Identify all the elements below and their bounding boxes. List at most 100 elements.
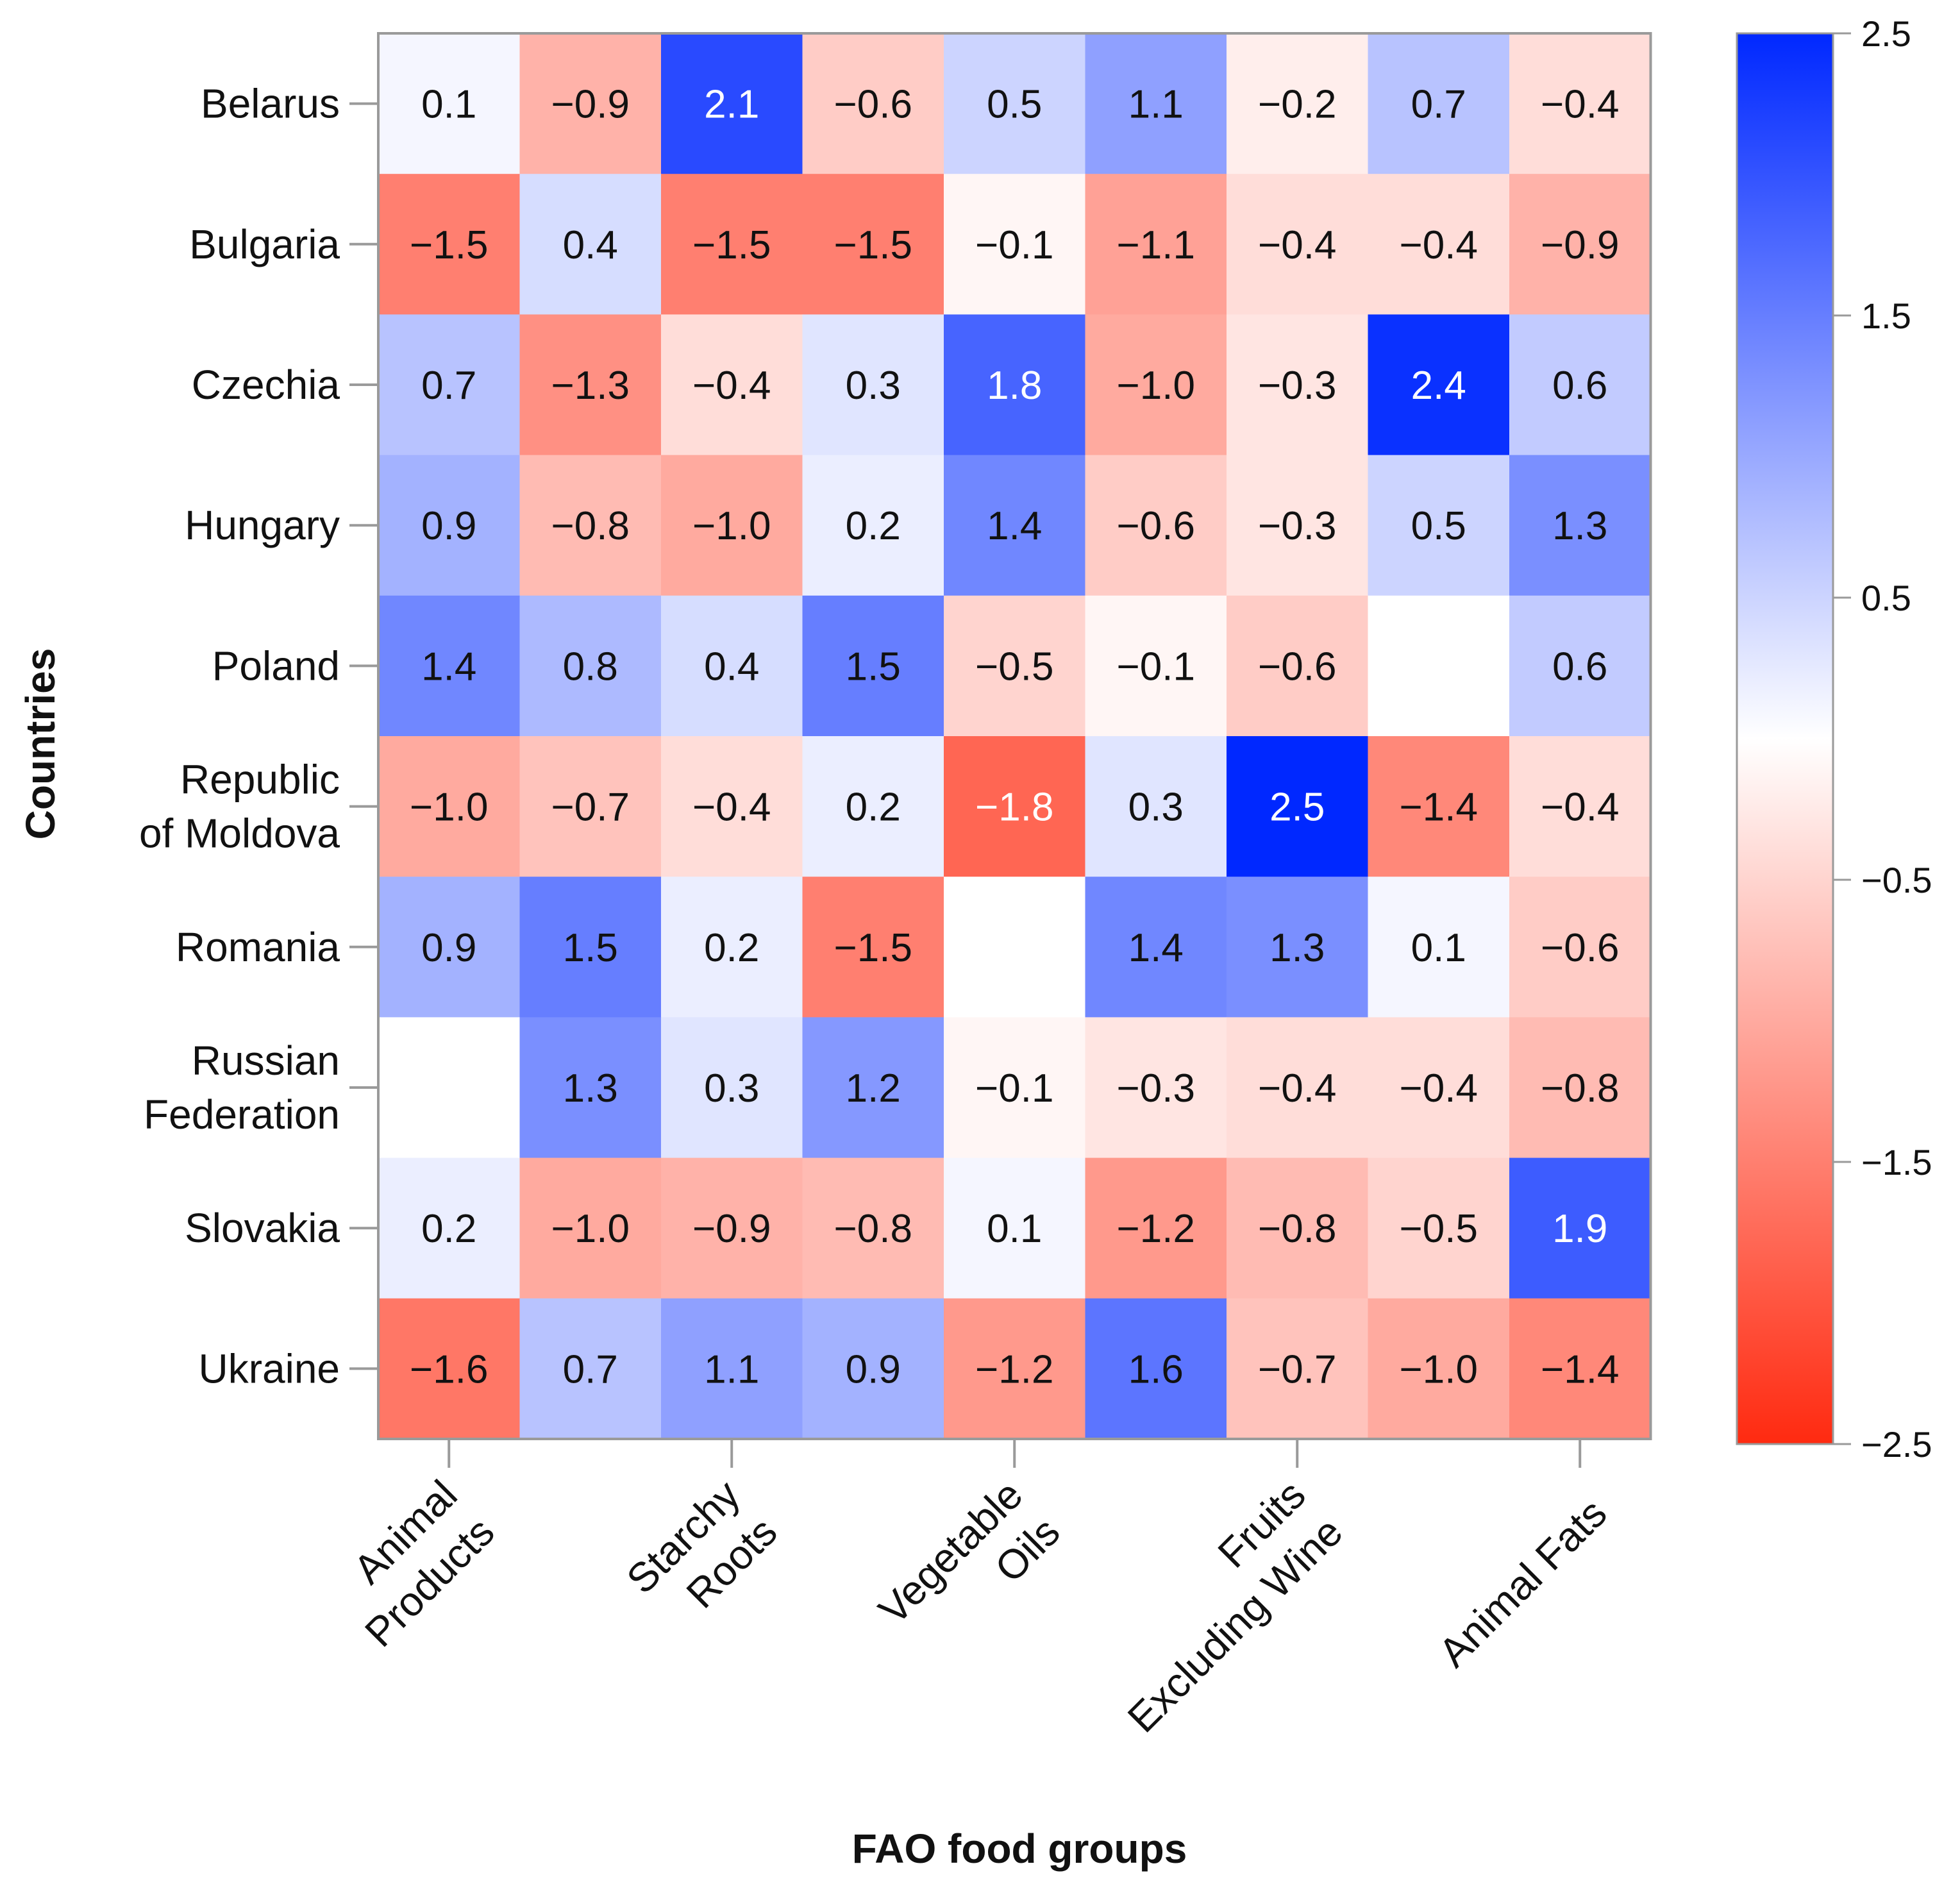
heatmap-cell-r2-c5 (1085, 314, 1227, 456)
cell-value-r8-c3: −0.8 (834, 1207, 912, 1251)
cell-value-r2-c5: −1.0 (1117, 364, 1195, 408)
heatmap-cell-r0-c6 (1227, 33, 1369, 174)
heatmap-cell-r8-c4 (944, 1157, 1086, 1299)
cell-value-r7-c4: −0.1 (975, 1066, 1053, 1111)
cell-value-r7-c5: −0.3 (1117, 1066, 1195, 1111)
heatmap-cell-r7-c3 (802, 1017, 944, 1159)
heatmap-cell-r3-c3 (802, 455, 944, 596)
heatmap-cell-r1-c0 (378, 174, 521, 315)
cell-value-r8-c7: −0.5 (1400, 1207, 1478, 1251)
cell-value-r1-c7: −0.4 (1400, 223, 1478, 267)
heatmap-cell-r5-c6 (1227, 736, 1369, 877)
heatmap-cell-r6-c2 (661, 877, 803, 1018)
cell-value-r8-c8: 1.9 (1552, 1207, 1607, 1251)
heatmap-cell-r4-c6 (1227, 595, 1369, 737)
cell-value-r9-c7: −1.0 (1400, 1347, 1478, 1391)
heatmap-cell-r5-c0 (378, 736, 521, 877)
colorbar-tick-label-4: −1.5 (1861, 1142, 1932, 1182)
heatmap-cell-r2-c6 (1227, 314, 1369, 456)
heatmap-cell-r8-c6 (1227, 1157, 1369, 1299)
heatmap-cell-r2-c4 (944, 314, 1086, 456)
heatmap-cell-r6-c7 (1368, 877, 1510, 1018)
colorbar-ticks: 2.5 1.5 0.5 −0.5 −1.5 −2.5 (1833, 13, 1932, 1465)
heatmap-cell-r4-c7 (1368, 595, 1510, 737)
heatmap-cell-r1-c2 (661, 174, 803, 315)
heatmap-cells (378, 33, 1652, 1440)
x-tick-label-3: FruitsExcluding Wine (1082, 1472, 1352, 1742)
heatmap-cell-r6-c8 (1509, 877, 1652, 1018)
heatmap-cell-r6-c0 (378, 877, 521, 1018)
heatmap-cell-r7-c0 (378, 1017, 521, 1159)
cell-value-r1-c2: −1.5 (692, 223, 771, 267)
cell-value-r6-c8: −0.6 (1541, 926, 1619, 970)
heatmap-cell-r7-c1 (519, 1017, 662, 1159)
heatmap-cell-r5-c4 (944, 736, 1086, 877)
cell-value-r4-c4: −0.5 (975, 644, 1053, 689)
cell-value-r6-c6: 1.3 (1269, 926, 1325, 970)
cell-value-r8-c2: −0.9 (692, 1207, 771, 1251)
cell-value-r8-c1: −1.0 (551, 1207, 630, 1251)
heatmap-cell-r6-c5 (1085, 877, 1227, 1018)
cell-value-r8-c5: −1.2 (1117, 1207, 1195, 1251)
cell-value-r5-c4: −1.8 (975, 786, 1053, 830)
heatmap-cell-r1-c5 (1085, 174, 1227, 315)
heatmap-cell-r3-c5 (1085, 455, 1227, 596)
cell-value-r2-c4: 1.8 (987, 364, 1042, 408)
heatmap-cell-r4-c5 (1085, 595, 1227, 737)
heatmap-cell-r5-c2 (661, 736, 803, 877)
heatmap-cell-r5-c7 (1368, 736, 1510, 877)
cell-value-r9-c6: −0.7 (1258, 1347, 1336, 1391)
x-tick-label-4: Animal Fats (1430, 1490, 1616, 1676)
x-tick-label-1: StarchyRoots (617, 1472, 785, 1640)
heatmap-cell-r5-c5 (1085, 736, 1227, 877)
cell-value-r1-c4: −0.1 (975, 223, 1053, 267)
heatmap-cell-r6-c1 (519, 877, 662, 1018)
y-tick-label-6: Romania (176, 924, 340, 970)
cell-value-r6-c5: 1.4 (1128, 926, 1184, 970)
heatmap-cell-r9-c8 (1509, 1298, 1652, 1440)
cell-value-r4-c2: 0.4 (704, 644, 759, 689)
heatmap-cell-r2-c7 (1368, 314, 1510, 456)
cell-value-r0-c2: 2.1 (704, 83, 759, 127)
cell-value-r5-c0: −1.0 (410, 786, 488, 830)
colorbar-tick-label-5: −2.5 (1861, 1424, 1932, 1465)
cell-value-r2-c3: 0.3 (846, 364, 901, 408)
heatmap-cell-r8-c2 (661, 1157, 803, 1299)
colorbar-tick-label-2: 0.5 (1861, 578, 1911, 618)
heatmap-cell-r7-c5 (1085, 1017, 1227, 1159)
y-tick-label-3: Hungary (185, 502, 340, 548)
cell-value-r6-c0: 0.9 (421, 926, 476, 970)
cell-value-r0-c1: −0.9 (551, 83, 630, 127)
heatmap-cell-r4-c2 (661, 595, 803, 737)
heatmap-cell-r2-c3 (802, 314, 944, 456)
heatmap-cell-r4-c1 (519, 595, 662, 737)
heatmap-cell-r4-c8 (1509, 595, 1652, 737)
cell-value-r3-c3: 0.2 (846, 504, 901, 548)
heatmap-cell-r0-c1 (519, 33, 662, 174)
heatmap-cell-r9-c0 (378, 1298, 521, 1440)
heatmap-cell-r9-c3 (802, 1298, 944, 1440)
cell-value-r9-c8: −1.4 (1541, 1347, 1619, 1391)
cell-value-r3-c0: 0.9 (421, 504, 476, 548)
heatmap-cell-r2-c1 (519, 314, 662, 456)
cell-value-r9-c5: 1.6 (1128, 1347, 1184, 1391)
heatmap-cell-r8-c5 (1085, 1157, 1227, 1299)
heatmap-cell-r6-c3 (802, 877, 944, 1018)
y-tick-label-2: Czechia (192, 362, 340, 408)
heatmap-cell-r5-c3 (802, 736, 944, 877)
cell-value-r7-c1: 1.3 (563, 1066, 618, 1111)
cell-value-r0-c5: 1.1 (1128, 83, 1184, 127)
y-tick-label-8: Slovakia (185, 1205, 340, 1251)
heatmap-cell-r9-c5 (1085, 1298, 1227, 1440)
cell-value-r5-c5: 0.3 (1128, 786, 1184, 830)
heatmap-cell-r7-c6 (1227, 1017, 1369, 1159)
heatmap-cell-r9-c6 (1227, 1298, 1369, 1440)
cell-value-r9-c2: 1.1 (704, 1347, 759, 1391)
heatmap-cell-r2-c2 (661, 314, 803, 456)
cell-value-r3-c6: −0.3 (1258, 504, 1336, 548)
cell-value-r1-c1: 0.4 (563, 223, 618, 267)
cell-value-r0-c0: 0.1 (421, 83, 476, 127)
cell-value-r3-c7: 0.5 (1411, 504, 1466, 548)
cell-value-r4-c1: 0.8 (563, 644, 618, 689)
